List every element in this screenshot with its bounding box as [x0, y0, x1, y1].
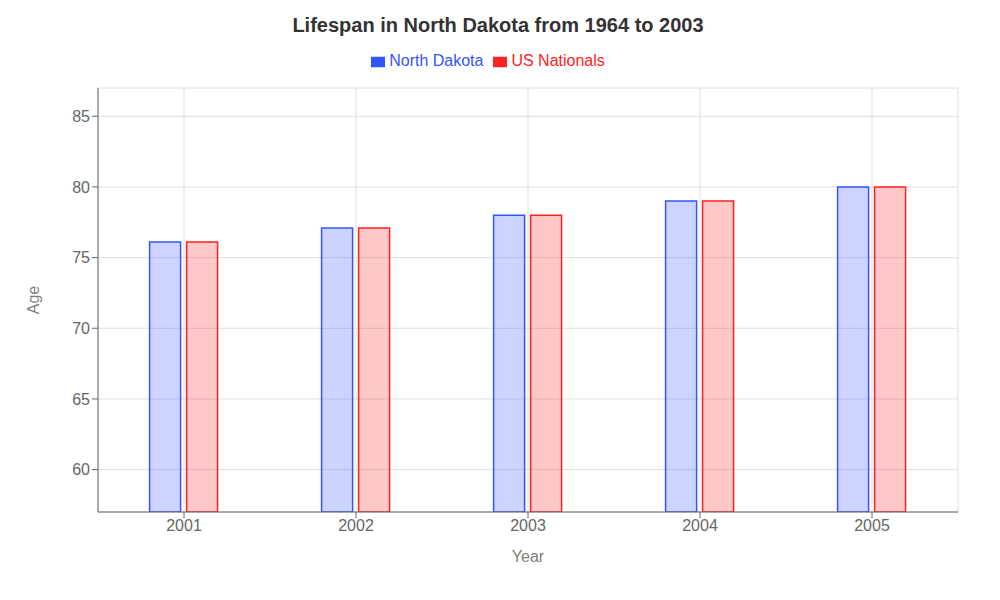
svg-text:Age: Age [25, 286, 42, 315]
svg-text:2002: 2002 [338, 517, 374, 534]
svg-text:65: 65 [72, 391, 90, 408]
html-text:Lifespan in North Dakota from: Lifespan in North Dakota from 1964 to 20… [292, 14, 704, 36]
svg-text:70: 70 [72, 320, 90, 337]
svg-text:Year: Year [512, 548, 545, 565]
svg-text:60: 60 [72, 461, 90, 478]
html-text:US Nationals: US Nationals [511, 52, 605, 69]
svg-text:2005: 2005 [854, 517, 890, 534]
svg-text:80: 80 [72, 179, 90, 196]
svg-text:2004: 2004 [682, 517, 718, 534]
html-text:North Dakota: North Dakota [389, 52, 484, 69]
svg-text:85: 85 [72, 108, 90, 125]
svg-text:2003: 2003 [510, 517, 546, 534]
svg-text:2001: 2001 [166, 517, 202, 534]
svg-text:75: 75 [72, 249, 90, 266]
